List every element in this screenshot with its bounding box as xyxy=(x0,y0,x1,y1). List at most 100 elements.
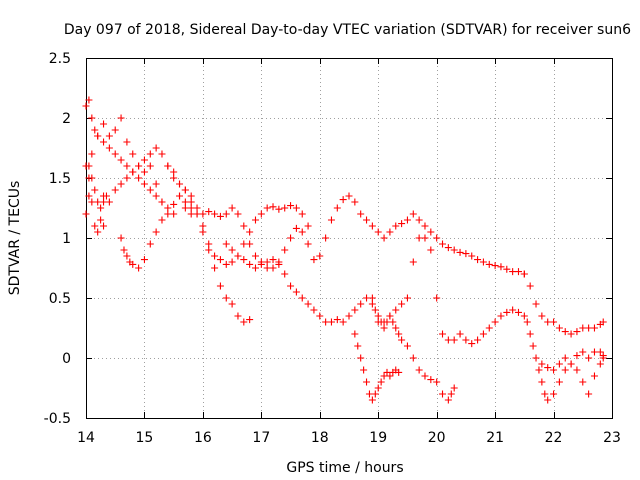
data-point xyxy=(590,348,598,356)
data-point xyxy=(322,234,330,242)
data-point xyxy=(357,300,365,308)
data-point xyxy=(383,368,391,376)
series-track-9 xyxy=(222,234,464,344)
x-tick-labels: 14 15 16 17 18 19 20 21 22 23 xyxy=(77,430,621,446)
data-point xyxy=(123,252,131,260)
series-track-4 xyxy=(85,114,166,206)
data-point xyxy=(550,318,558,326)
data-point xyxy=(82,102,90,110)
y-tick-label: 1 xyxy=(62,231,71,247)
data-point xyxy=(398,220,406,228)
data-point xyxy=(479,330,487,338)
x-tick-label: 23 xyxy=(603,430,621,446)
data-point xyxy=(421,222,429,230)
data-point xyxy=(509,306,517,314)
data-point xyxy=(450,384,458,392)
data-point xyxy=(383,318,391,326)
data-point xyxy=(561,328,569,336)
data-point xyxy=(111,126,119,134)
data-point xyxy=(228,300,236,308)
data-point xyxy=(146,240,154,248)
data-point xyxy=(590,372,598,380)
series-track-10 xyxy=(351,330,403,404)
data-point xyxy=(170,174,178,182)
data-point xyxy=(403,342,411,350)
data-point xyxy=(287,202,295,210)
data-point xyxy=(579,378,587,386)
data-point xyxy=(544,396,552,404)
data-point xyxy=(392,222,400,230)
data-point xyxy=(152,180,160,188)
data-point xyxy=(392,306,400,314)
data-point xyxy=(395,330,403,338)
data-point xyxy=(395,368,403,376)
data-point xyxy=(85,162,93,170)
data-point xyxy=(304,222,312,230)
x-tick-label: 17 xyxy=(252,430,270,446)
data-point xyxy=(135,174,143,182)
data-point xyxy=(97,204,105,212)
data-point xyxy=(275,205,283,213)
data-point xyxy=(380,372,388,380)
data-point xyxy=(351,306,359,314)
data-point xyxy=(181,186,189,194)
data-point xyxy=(94,228,102,236)
data-point xyxy=(541,390,549,398)
data-point xyxy=(339,318,347,326)
data-point xyxy=(532,300,540,308)
x-tick-label: 19 xyxy=(369,430,387,446)
data-point xyxy=(421,234,429,242)
data-point xyxy=(88,150,96,158)
data-point xyxy=(526,330,534,338)
data-point xyxy=(298,294,306,302)
data-point xyxy=(377,318,385,326)
series-track-7 xyxy=(164,162,528,278)
data-point xyxy=(140,256,148,264)
data-point xyxy=(447,390,455,398)
data-point xyxy=(497,263,505,271)
data-point xyxy=(514,308,522,316)
data-point xyxy=(281,204,289,212)
data-point xyxy=(246,228,254,236)
data-point xyxy=(117,180,125,188)
data-point xyxy=(474,336,482,344)
data-point xyxy=(520,312,528,320)
data-point xyxy=(234,252,242,260)
data-point xyxy=(152,144,160,152)
data-point xyxy=(433,234,441,242)
data-point xyxy=(550,366,558,374)
data-point xyxy=(193,210,201,218)
y-tick-label: 0.5 xyxy=(49,291,71,307)
data-point xyxy=(555,360,563,368)
data-point xyxy=(263,258,271,266)
data-point xyxy=(479,258,487,266)
data-point xyxy=(561,354,569,362)
data-point xyxy=(240,240,248,248)
data-point xyxy=(117,114,125,122)
data-point xyxy=(158,198,166,206)
series-track-13 xyxy=(520,270,607,338)
data-point xyxy=(462,250,470,258)
data-point xyxy=(439,240,447,248)
data-point xyxy=(146,186,154,194)
data-point xyxy=(187,210,195,218)
data-point xyxy=(573,366,581,374)
data-point xyxy=(257,210,265,218)
data-point xyxy=(251,216,259,224)
data-point xyxy=(100,192,108,200)
data-point xyxy=(599,318,607,326)
data-point xyxy=(567,330,575,338)
data-point xyxy=(164,204,172,212)
data-point xyxy=(216,256,224,264)
data-point xyxy=(573,328,581,336)
data-point xyxy=(298,228,306,236)
data-point xyxy=(415,216,423,224)
series-track-12 xyxy=(456,306,607,404)
series-track-5 xyxy=(100,144,195,218)
data-point xyxy=(333,204,341,212)
data-point xyxy=(327,216,335,224)
data-point xyxy=(111,186,119,194)
data-point xyxy=(152,228,160,236)
data-point xyxy=(120,246,128,254)
data-point xyxy=(503,308,511,316)
